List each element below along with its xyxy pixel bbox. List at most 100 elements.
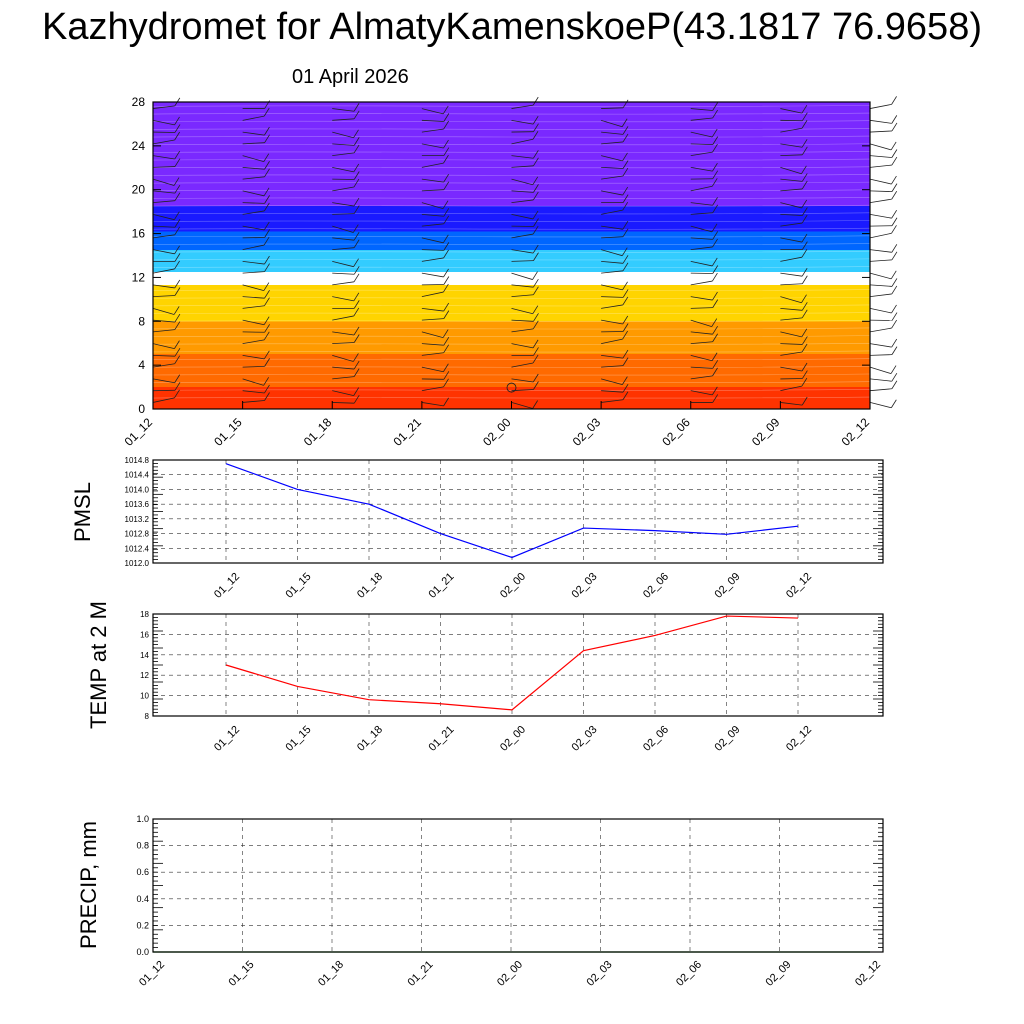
x-tick-label: 02_09: [713, 571, 743, 601]
wind-barb: [332, 224, 359, 233]
wind-barb: [152, 313, 181, 323]
wind-barb: [690, 386, 718, 396]
wind-barb: [601, 220, 629, 230]
x-tick-label: 02_00: [498, 724, 528, 754]
contour-line: [152, 389, 871, 391]
x-tick-label: 02_03: [570, 415, 604, 449]
wind-barb: [869, 270, 897, 280]
x-tick-label: 01_18: [316, 959, 346, 989]
y-tick-label: 12: [140, 671, 149, 680]
wind-barb: [421, 329, 449, 338]
wind-barb: [869, 319, 898, 333]
wind-barb: [332, 205, 360, 215]
wind-barb: [152, 124, 181, 133]
wind-barb: [332, 292, 360, 302]
wind-barb: [869, 304, 897, 314]
wind-barb: [690, 265, 719, 274]
wind-barb: [152, 116, 180, 126]
wind-barb: [511, 252, 539, 262]
x-tick-label: 02_00: [480, 415, 514, 449]
wind-barb: [332, 300, 360, 309]
x-tick-label: 01_21: [427, 571, 457, 601]
wind-barb: [690, 136, 719, 146]
wind-barb: [601, 118, 628, 128]
y-tick-label: 0.6: [136, 867, 149, 877]
wind-barb: [332, 171, 360, 180]
x-tick-label: 01_12: [212, 571, 242, 601]
x-tick-label: 01_15: [211, 415, 245, 449]
wind-barb: [780, 294, 807, 304]
y-tick-label: 12: [132, 270, 146, 284]
wind-barb: [601, 323, 629, 333]
wind-barb: [421, 302, 450, 312]
wind-barb: [242, 384, 270, 394]
wind-barb: [421, 105, 449, 115]
wind-barb: [601, 376, 628, 385]
wind-barb: [601, 330, 628, 345]
wind-barb: [511, 271, 538, 280]
contour-line: [152, 135, 871, 138]
wind-barb: [421, 249, 449, 262]
contour-line: [152, 197, 871, 199]
wind-barb: [511, 115, 539, 125]
y-tick-label: 28: [132, 95, 146, 109]
wind-barb: [242, 377, 270, 386]
wind-barb: [780, 104, 808, 114]
wind-barb: [690, 197, 718, 206]
wind-barb: [690, 291, 718, 301]
wind-barb: [511, 184, 539, 193]
wind-barb: [421, 283, 449, 298]
wind-barb: [242, 358, 270, 368]
wind-barb: [152, 158, 181, 168]
x-tick-label: 02_09: [713, 724, 743, 754]
contour-line: [152, 235, 871, 238]
wind-barb: [332, 307, 360, 321]
wind-barb: [242, 161, 270, 170]
wind-barb: [601, 228, 629, 239]
wind-barb: [332, 334, 360, 345]
wind-barb: [869, 115, 898, 124]
wind-barb: [421, 310, 450, 321]
wind-barb: [869, 365, 897, 374]
wind-barb: [511, 305, 539, 315]
contour-line: [152, 319, 871, 322]
wind-barb: [601, 383, 629, 393]
wind-barb: [421, 200, 449, 210]
y-tick-label: 1012.8: [125, 530, 150, 539]
x-tick-label: 01_15: [227, 959, 257, 989]
wind-barb: [242, 324, 270, 333]
wind-barb: [332, 163, 360, 173]
wind-barb: [242, 350, 270, 360]
wind-barb: [511, 218, 539, 227]
contour-line: [152, 296, 871, 299]
contour-line: [152, 143, 871, 146]
contour-line: [152, 166, 871, 169]
wind-barb: [421, 113, 450, 122]
wind-barb: [421, 378, 449, 392]
contour-line: [152, 181, 871, 184]
wind-barb: [601, 315, 629, 325]
wind-barb: [421, 344, 450, 356]
wind-barb: [601, 247, 628, 257]
wind-barb: [511, 131, 539, 145]
contour-line: [152, 381, 871, 384]
wind-barb: [332, 178, 360, 192]
wind-barb: [421, 215, 450, 227]
wind-barb: [780, 302, 808, 311]
x-tick-label: 02_03: [570, 571, 600, 601]
plot-frame: [152, 818, 884, 953]
chart-title: Kazhydromet for AlmatyKamenskoeP(43.1817…: [42, 6, 982, 48]
y-tick-label: 8: [138, 314, 145, 328]
wind-barb: [869, 96, 897, 109]
wind-barb: [242, 107, 270, 121]
wind-barb: [421, 120, 450, 133]
wind-barb: [690, 238, 718, 251]
x-tick-label: 01_18: [301, 415, 335, 449]
wind-barb: [511, 123, 539, 133]
y-tick-label: 1014.4: [125, 471, 150, 480]
wind-barb: [780, 146, 808, 156]
contour-line: [152, 112, 871, 115]
wind-barb: [332, 266, 360, 275]
x-tick-label: 01_18: [355, 571, 385, 601]
wind-barb: [242, 392, 270, 403]
